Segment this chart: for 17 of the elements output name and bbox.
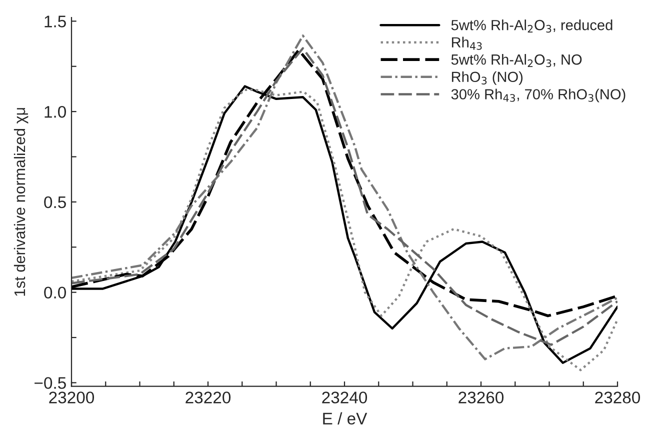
legend-label: Rh$_{43}$ [452, 36, 482, 50]
x-tick-label: 23220 [186, 392, 231, 404]
y-tick-label: 1.5 [44, 16, 66, 28]
y-axis-title: 1st derivative normalized χμ [14, 108, 28, 296]
y-tick-label: 0.5 [44, 196, 66, 208]
legend-label: 30% Rh$_{43}$, 70% RhO$_{3}$(NO) [451, 88, 626, 102]
legend-label: RhO$_{3}$ (NO) [452, 71, 523, 85]
y-tick-label: 0.0 [44, 286, 66, 299]
legend-label: 5wt% Rh-Al$_{2}$O$_{3}$, NO [451, 54, 582, 68]
x-tick-label: 23240 [322, 392, 368, 404]
legend-label: 5wt% Rh-Al$_{2}$O$_{3}$, reduced [451, 20, 612, 33]
y-tick-label: −0.5 [34, 377, 66, 389]
x-tick-label: 23280 [595, 392, 640, 404]
x-tick-label: 23200 [49, 392, 94, 404]
x-axis-title: E / eV [323, 412, 368, 425]
y-tick-label: 1.0 [44, 106, 66, 118]
x-tick-label: 23260 [458, 392, 504, 404]
